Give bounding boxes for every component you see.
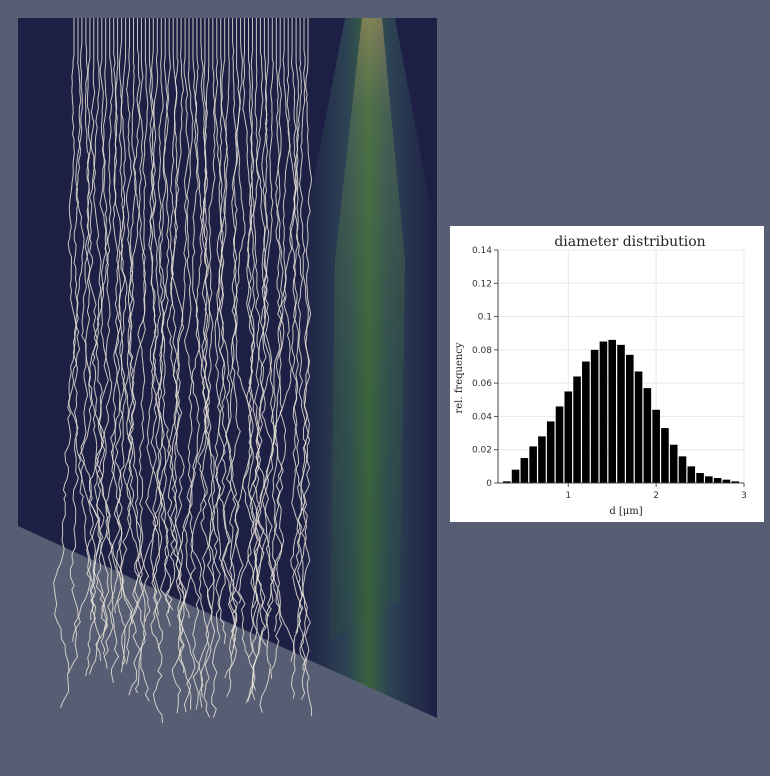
particle-trail <box>298 18 313 717</box>
particle-trail <box>215 18 238 658</box>
diameter-histogram: 0 0.02 0.04 0.06 0.08 0.1 0.12 0.14 1 2 3 diamete… <box>450 226 764 522</box>
histogram-bar <box>564 391 573 483</box>
particle-trail <box>88 18 104 675</box>
y-axis-label: rel. frequency <box>454 342 465 413</box>
y-tick-label: 0.12 <box>472 279 492 289</box>
particle-trail <box>218 18 244 679</box>
particle-trail <box>177 18 210 674</box>
x-axis-label: d [μm] <box>609 506 642 517</box>
particle-trail <box>125 18 162 665</box>
particle-trail <box>246 18 261 658</box>
particle-trail <box>157 18 171 627</box>
particle-trail <box>247 18 270 702</box>
histogram-bar <box>625 354 634 483</box>
y-tick-label: 0.1 <box>478 313 492 323</box>
histogram-bar <box>634 371 643 483</box>
particle-trail <box>131 18 150 702</box>
histogram-bar <box>555 406 564 483</box>
particle-trail <box>96 18 111 634</box>
x-tick-label: 3 <box>741 491 747 501</box>
particle-trail <box>222 18 241 649</box>
particle-trail <box>67 18 92 642</box>
y-tick-label: 0.08 <box>472 346 492 356</box>
y-tick-label: 0.04 <box>472 412 492 422</box>
particle-trail <box>92 18 114 655</box>
chart-title: diameter distribution <box>554 234 705 250</box>
particle-trail <box>260 18 284 647</box>
particle-trail <box>226 18 254 697</box>
histogram-bar <box>696 473 704 483</box>
histogram-bar <box>538 436 546 483</box>
histogram-bar <box>731 481 740 483</box>
beam-core <box>330 18 405 640</box>
histogram-bar <box>705 476 713 483</box>
particle-trail <box>114 18 133 665</box>
histogram-bar <box>669 444 678 483</box>
x-tick-label: 1 <box>565 491 571 501</box>
particle-trail <box>166 18 185 614</box>
y-tick-label: 0 <box>486 479 492 489</box>
histogram-bar <box>661 428 669 483</box>
particle-trail <box>105 18 126 673</box>
histogram-bar <box>687 466 696 483</box>
particle-trail <box>251 18 262 691</box>
particle-trail <box>203 18 219 718</box>
histogram-bar <box>722 479 731 483</box>
histogram-bar <box>520 458 529 483</box>
particle-trail <box>151 18 164 724</box>
x-tick-label: 2 <box>653 491 659 501</box>
particle-trails <box>53 18 313 724</box>
histogram-bar <box>529 446 537 483</box>
y-tick-label: 0.14 <box>472 246 492 256</box>
particle-trail <box>293 18 308 671</box>
histogram-bar <box>546 421 555 483</box>
histogram-bar <box>590 349 599 483</box>
histogram-bar <box>643 388 652 483</box>
particle-trail <box>208 18 223 718</box>
particle-trail <box>113 18 126 614</box>
particle-trail <box>199 18 216 708</box>
histogram-bar <box>511 469 520 483</box>
particle-trail <box>270 18 297 662</box>
histogram-bar <box>678 456 687 483</box>
y-tick-label: 0.02 <box>472 446 492 456</box>
histogram-bar <box>713 478 722 483</box>
particle-trail <box>110 18 123 684</box>
particle-trail <box>127 18 151 623</box>
particle-trail <box>182 18 201 710</box>
histogram-bar <box>502 481 511 483</box>
chart-axes <box>494 249 745 487</box>
particle-trail <box>150 18 165 653</box>
particle-trail <box>290 18 313 699</box>
particle-trail <box>271 18 291 632</box>
y-tick-labels: 0 0.02 0.04 0.06 0.08 0.1 0.12 0.14 <box>472 246 492 489</box>
histogram-bar <box>599 341 608 483</box>
particle-trail <box>259 18 276 713</box>
particle-trail <box>257 18 275 617</box>
histogram-bar <box>652 409 660 483</box>
histogram-panel: 0 0.02 0.04 0.06 0.08 0.1 0.12 0.14 1 2 3 diamete… <box>450 226 764 522</box>
particle-trail <box>289 18 304 634</box>
histogram-bar <box>582 361 590 483</box>
particle-trail <box>160 18 174 611</box>
y-tick-label: 0.06 <box>472 379 492 389</box>
histogram-bar <box>608 339 617 483</box>
particle-trail <box>60 18 82 708</box>
particle-trail <box>88 18 110 662</box>
x-tick-labels: 1 2 3 <box>565 491 746 501</box>
particle-trail <box>167 18 190 714</box>
histogram-bar <box>573 376 581 483</box>
histogram-bars <box>502 339 740 483</box>
histogram-bar <box>617 344 625 483</box>
